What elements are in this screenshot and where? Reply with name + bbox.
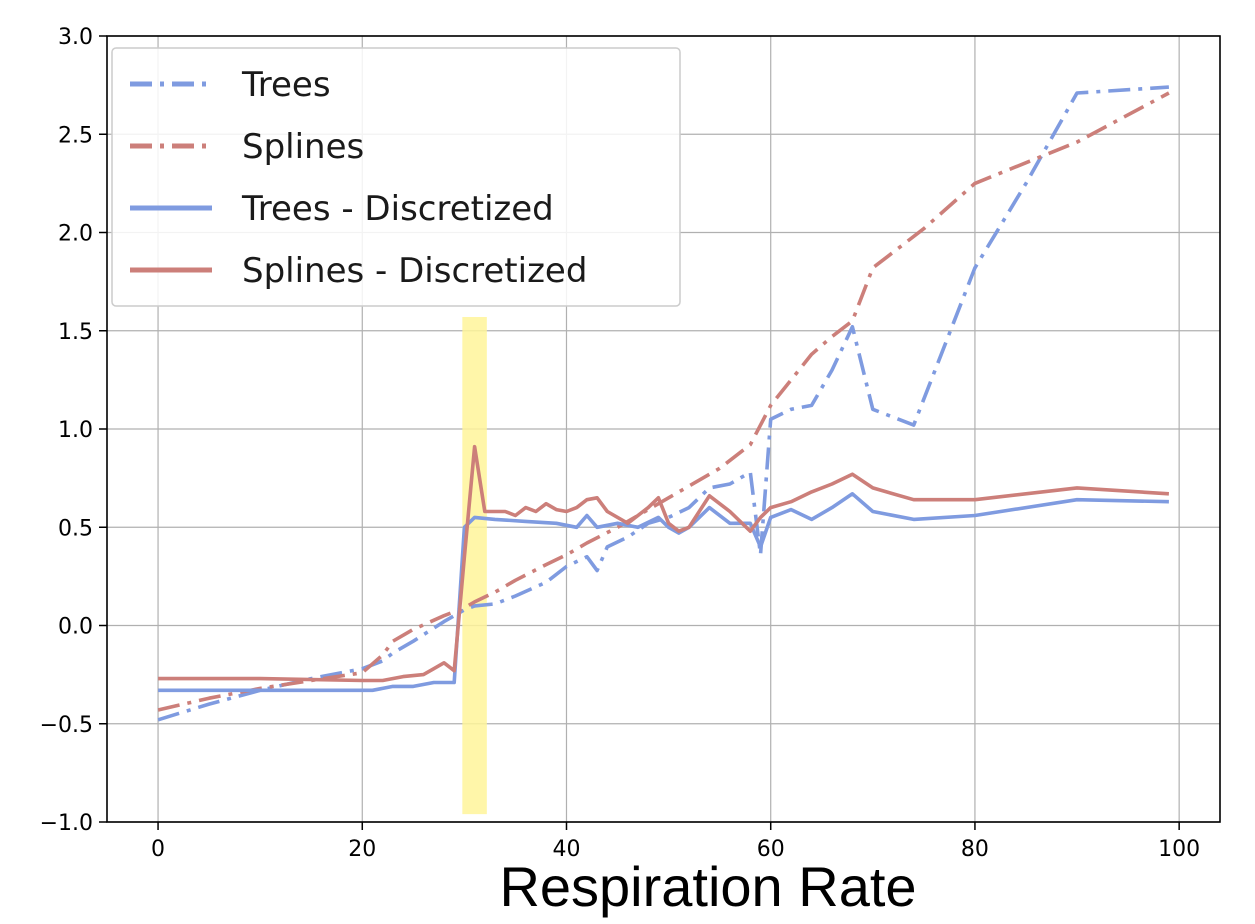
legend: Trees Splines Trees - Discretized Splines -… <box>111 47 681 307</box>
highlight-band <box>462 316 487 815</box>
y-tick-label: 0.5 <box>58 516 93 541</box>
x-tick-label: 100 <box>1158 837 1200 862</box>
series-line-splines-discretized <box>158 444 1170 683</box>
legend-box <box>111 47 681 307</box>
series-line-splines <box>157 91 1170 712</box>
y-tick-label: 0.0 <box>58 615 93 640</box>
x-tick-label: 80 <box>961 837 989 862</box>
x-axis-label: Respiration Rate <box>499 855 916 918</box>
series-line-trees <box>157 85 1170 722</box>
y-tick-label: −0.5 <box>40 713 93 738</box>
y-tick-label: 3.0 <box>58 25 93 50</box>
x-tick-label: 40 <box>552 837 580 862</box>
y-tick-label: 2.5 <box>58 123 93 148</box>
y-tick-label: 2.0 <box>58 222 93 247</box>
x-tick-label: 60 <box>757 837 785 862</box>
y-tick-label: 1.0 <box>58 418 93 443</box>
y-tick-label: −1.0 <box>40 811 93 836</box>
ticks: 0 20 40 60 80 100 −1.0 −0.5 0.0 0.5 1.0 1.5 2.0 2.5 3.… <box>40 25 1201 862</box>
legend-label: Trees - Discretized <box>241 189 554 229</box>
legend-label: Splines - Discretized <box>242 251 587 291</box>
series-line-trees-discretized <box>158 491 1169 693</box>
series-layer <box>157 85 1170 722</box>
x-tick-label: 20 <box>348 837 376 862</box>
legend-label: Trees <box>241 65 331 105</box>
y-tick-label: 1.5 <box>58 320 93 345</box>
legend-label: Splines <box>242 127 364 167</box>
x-tick-label: 0 <box>151 837 165 862</box>
